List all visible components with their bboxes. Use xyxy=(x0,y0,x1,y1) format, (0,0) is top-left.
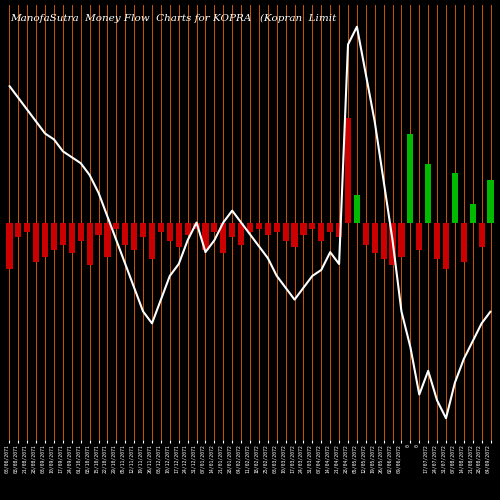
Bar xyxy=(345,118,351,222)
Bar xyxy=(372,222,378,253)
Bar xyxy=(96,222,102,235)
Bar xyxy=(416,222,422,250)
Bar xyxy=(220,222,226,253)
Bar xyxy=(292,222,298,247)
Bar xyxy=(398,222,404,257)
Bar xyxy=(282,222,289,241)
Bar xyxy=(60,222,66,244)
Bar xyxy=(104,222,110,257)
Bar xyxy=(149,222,155,260)
Bar xyxy=(390,222,396,266)
Bar xyxy=(425,164,432,222)
Bar xyxy=(274,222,280,232)
Bar xyxy=(113,222,119,228)
Bar xyxy=(24,222,30,232)
Bar xyxy=(488,180,494,222)
Bar xyxy=(122,222,128,244)
Bar xyxy=(327,222,334,232)
Bar xyxy=(158,222,164,232)
Bar xyxy=(470,204,476,223)
Bar xyxy=(336,222,342,237)
Bar xyxy=(176,222,182,247)
Bar xyxy=(78,222,84,241)
Bar xyxy=(15,222,22,237)
Bar xyxy=(86,222,93,266)
Bar xyxy=(354,196,360,222)
Bar xyxy=(478,222,485,247)
Bar xyxy=(211,222,218,232)
Bar xyxy=(202,222,208,250)
Bar xyxy=(42,222,48,257)
Bar xyxy=(131,222,138,250)
Bar xyxy=(362,222,369,244)
Bar xyxy=(33,222,40,262)
Bar xyxy=(318,222,324,241)
Bar xyxy=(264,222,271,235)
Bar xyxy=(407,134,414,222)
Bar xyxy=(238,222,244,244)
Bar xyxy=(6,222,12,269)
Bar xyxy=(443,222,449,269)
Bar xyxy=(68,222,75,253)
Bar xyxy=(452,174,458,222)
Bar xyxy=(247,222,253,232)
Bar xyxy=(194,222,200,228)
Bar xyxy=(309,222,316,228)
Bar xyxy=(434,222,440,260)
Bar xyxy=(184,222,191,235)
Bar xyxy=(166,222,173,241)
Bar xyxy=(256,222,262,228)
Bar xyxy=(51,222,57,250)
Bar xyxy=(380,222,387,260)
Bar xyxy=(229,222,235,237)
Text: ManofaSutra  Money Flow  Charts for KOPRA: ManofaSutra Money Flow Charts for KOPRA xyxy=(10,14,252,22)
Bar xyxy=(300,222,306,235)
Bar xyxy=(140,222,146,237)
Text: (Kopran  Limit: (Kopran Limit xyxy=(260,14,336,23)
Bar xyxy=(460,222,467,262)
